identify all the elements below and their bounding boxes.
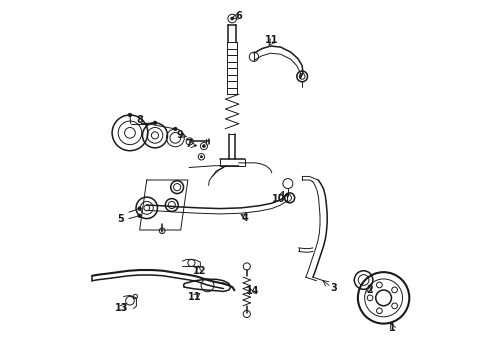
Text: 14: 14 — [246, 287, 260, 296]
Text: 8: 8 — [136, 115, 143, 125]
Circle shape — [200, 156, 202, 158]
Text: 2: 2 — [366, 285, 373, 295]
Circle shape — [128, 113, 132, 117]
Text: 12: 12 — [193, 266, 206, 276]
Circle shape — [153, 121, 157, 125]
Circle shape — [202, 145, 205, 148]
Text: 11: 11 — [265, 35, 278, 45]
Text: 7: 7 — [186, 139, 192, 149]
Text: 1: 1 — [389, 323, 395, 333]
Text: 6: 6 — [235, 11, 242, 21]
Text: 10: 10 — [271, 194, 285, 204]
Text: 5: 5 — [117, 213, 124, 224]
Text: 4: 4 — [242, 213, 248, 223]
Text: 3: 3 — [330, 283, 337, 293]
Text: 9: 9 — [176, 130, 183, 140]
Circle shape — [173, 127, 177, 131]
Text: 13: 13 — [115, 302, 128, 312]
Circle shape — [138, 207, 142, 210]
Circle shape — [231, 17, 234, 20]
Circle shape — [138, 214, 142, 217]
Text: 11: 11 — [188, 292, 202, 302]
